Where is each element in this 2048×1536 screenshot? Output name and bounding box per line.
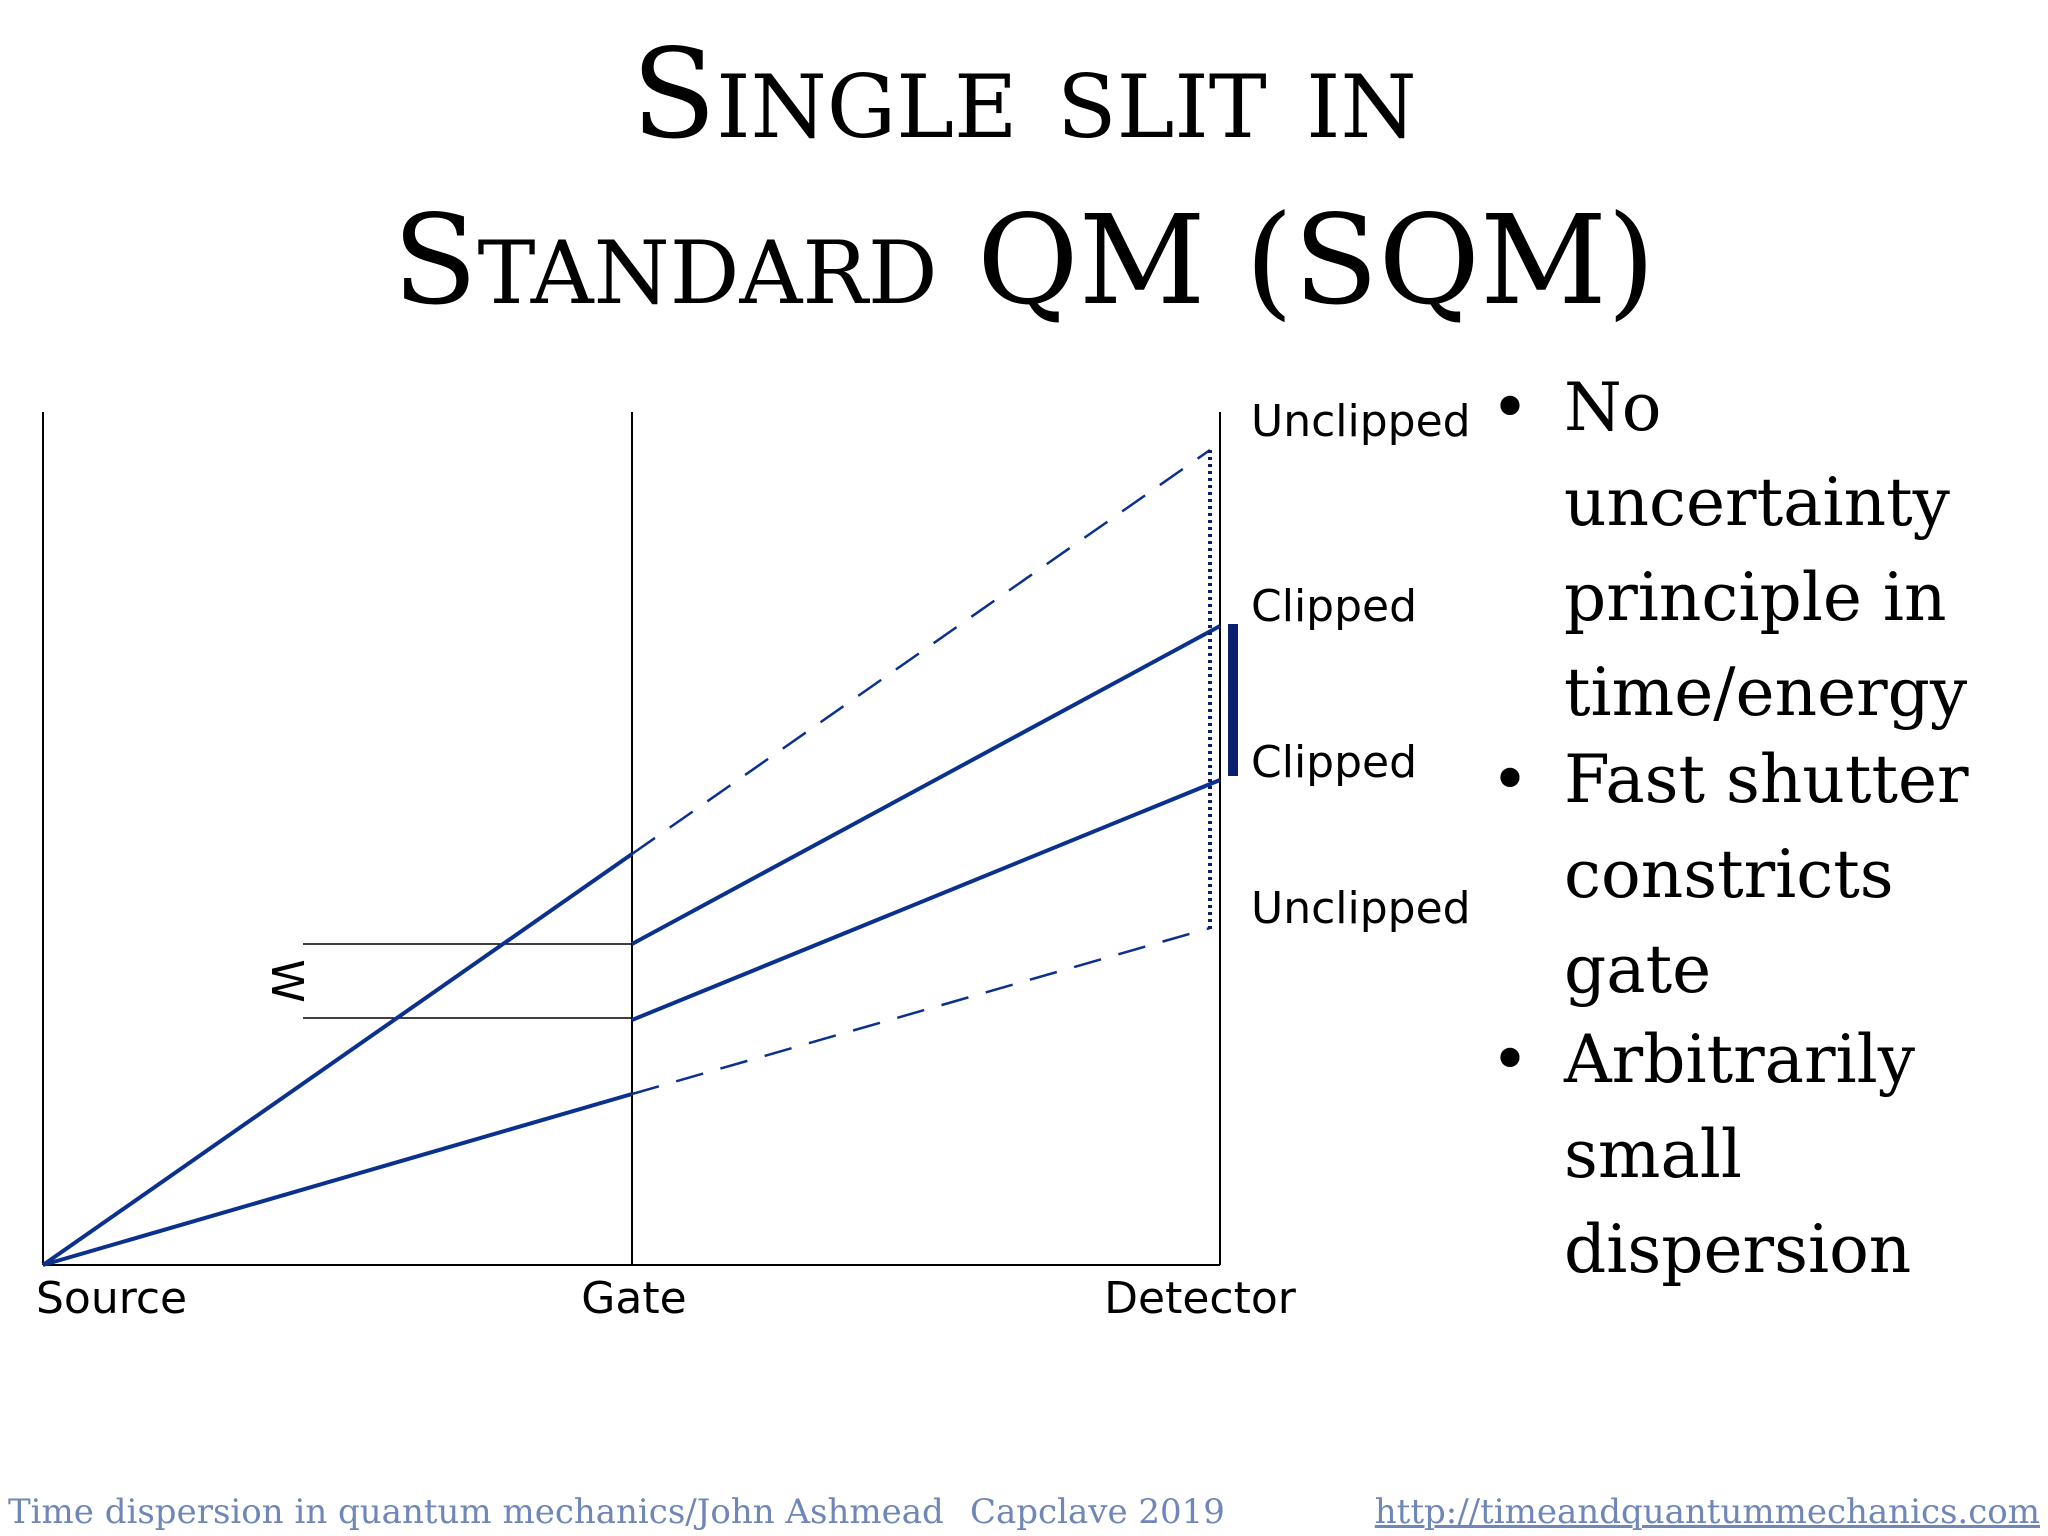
bullet-item: • Fast shutter constricts gate [1490,732,2048,1017]
footer-left: Time dispersion in quantum mechanics/Joh… [8,1492,944,1532]
ray-unclipped-upper [631,448,1211,856]
footer-right[interactable]: http://timeandquantummechanics.com [1375,1492,2040,1532]
bullet-text: Fast shutter constricts gate [1564,741,1969,1008]
ray-source-lower [42,1092,633,1267]
label-detector: Detector [1104,1273,1297,1324]
bullet-item: • No uncertainty principle in time/energ… [1490,360,2048,740]
label-unclipped-top: Unclipped [1251,396,1471,447]
bullet-dot-icon: • [1490,369,1530,446]
label-gate: Gate [581,1273,686,1324]
bullet-item: • Arbitrarily small dispersion [1490,1012,2048,1297]
label-clipped-upper: Clipped [1251,581,1417,632]
title-line-2: Standard QM (SQM) [392,189,1656,333]
label-unclipped-bottom: Unclipped [1251,883,1471,934]
label-source: Source [36,1273,187,1324]
bullet-text: No uncertainty principle in time/energy [1564,369,1968,731]
label-clipped-lower: Clipped [1251,737,1417,788]
ray-unclipped-lower [631,926,1211,1096]
bullet-text: Arbitrarily small dispersion [1564,1021,1916,1288]
slide-title: Single slit in Standard QM (SQM) [0,12,2048,344]
bullet-dot-icon: • [1490,1021,1530,1098]
width-label: W [261,959,312,1003]
bullet-dot-icon: • [1490,741,1530,818]
footer-center: Capclave 2019 [970,1492,1225,1532]
ray-clipped-upper [631,624,1221,946]
single-slit-diagram: W Source Gate Detector Unclipped Clipped… [36,396,1471,1324]
title-line-1: Single slit in [631,23,1417,167]
footer-link[interactable]: http://timeandquantummechanics.com [1374,1492,2040,1532]
ray-source-upper [41,852,634,1267]
ray-clipped-lower [631,778,1221,1022]
